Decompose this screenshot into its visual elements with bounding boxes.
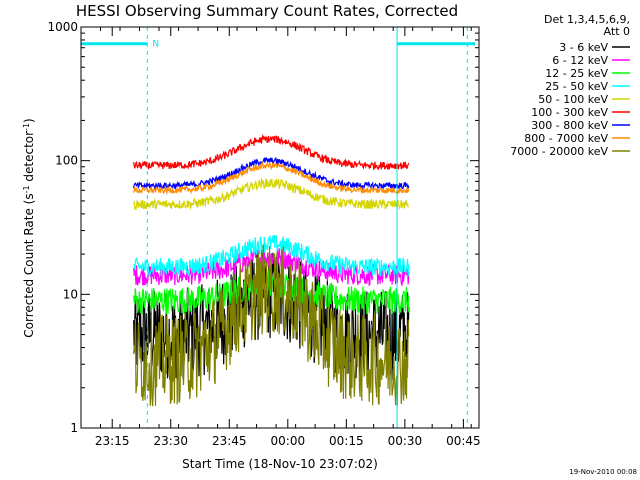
legend-label: 25 - 50 keV: [545, 80, 608, 93]
x-tick-label: 23:45: [212, 434, 247, 448]
legend-header-line1: Det 1,3,4,5,6,9,: [544, 13, 630, 26]
x-tick-label: 23:15: [95, 434, 130, 448]
series-line-1: [133, 248, 410, 288]
night-marker-label: N: [152, 40, 159, 50]
series-line-7: [133, 160, 410, 196]
y-axis-label-end: ): [22, 118, 36, 123]
x-tick-label: 23:30: [153, 434, 188, 448]
y-axis-label-sup2: -1: [22, 123, 31, 131]
y-tick-label: 1: [70, 421, 78, 435]
x-tick-label: 00:45: [446, 434, 481, 448]
series-line-4: [133, 177, 409, 211]
legend-label: 100 - 300 keV: [531, 106, 608, 119]
x-tick-label: 00:15: [329, 434, 364, 448]
y-tick-label: 100: [55, 154, 78, 168]
x-axis-label: Start Time (18-Nov-10 23:07:02): [182, 457, 378, 471]
chart-title: HESSI Observing Summary Count Rates, Cor…: [76, 2, 458, 20]
legend-label: 7000 - 20000 keV: [510, 145, 608, 158]
y-tick-label: 10: [63, 287, 78, 301]
series-line-8: [133, 244, 410, 407]
legend-label: 800 - 7000 keV: [524, 132, 608, 145]
plot-frame: [80, 26, 480, 429]
timestamp: 19-Nov-2010 00:08: [569, 468, 637, 476]
y-axis-label-sup1: -1: [22, 185, 31, 193]
x-tick-label: 00:30: [388, 434, 423, 448]
y-axis-label-mid: detector: [22, 131, 36, 186]
legend-label: 6 - 12 keV: [552, 54, 608, 67]
legend-label: 50 - 100 keV: [538, 93, 608, 106]
series-line-6: [133, 156, 410, 191]
series-line-3: [133, 234, 410, 278]
legend-header-line2: Att 0: [604, 25, 630, 38]
legend-label: 300 - 800 keV: [531, 119, 608, 132]
legend-label: 12 - 25 keV: [545, 67, 608, 80]
x-tick-label: 00:00: [271, 434, 306, 448]
legend-label: 3 - 6 keV: [559, 41, 608, 54]
y-tick-label: 1000: [47, 20, 78, 34]
y-axis-label: Corrected Count Rate (s-1 detector-1): [22, 118, 37, 337]
series-line-5: [133, 133, 410, 171]
y-axis-label-main: Corrected Count Rate (s: [22, 193, 36, 337]
